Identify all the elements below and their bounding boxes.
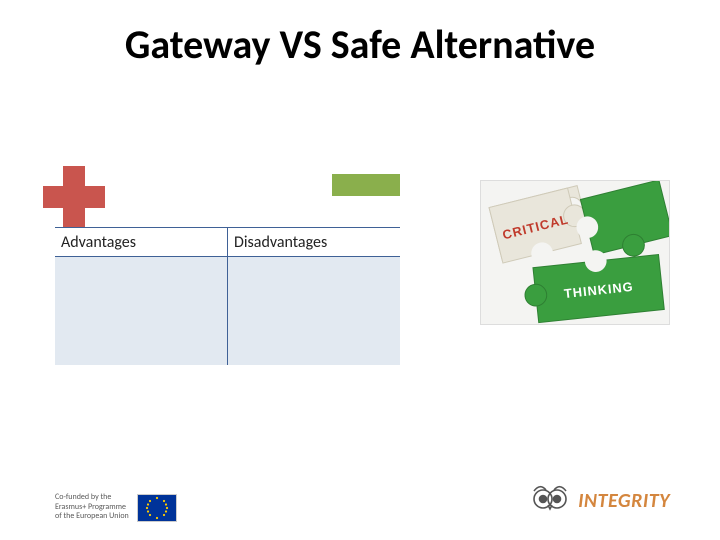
footer-eu: Co-funded by the Erasmus+ Programme of t… (55, 493, 177, 522)
slide-title: Gateway VS Safe Alternative (0, 20, 720, 69)
plus-icon (43, 166, 105, 228)
eu-cofunded-text: Co-funded by the Erasmus+ Programme of t… (55, 493, 129, 522)
brand-text: INTEGRITY (578, 489, 670, 513)
table-header-row: Advantages Disadvantages (55, 227, 400, 257)
col-disadvantages-header: Disadvantages (228, 228, 400, 256)
eu-flag-icon (137, 494, 177, 522)
slide: Gateway VS Safe Alternative Advantages D… (0, 0, 720, 540)
puzzle-graphic: CRITICAL THINKING (480, 180, 670, 325)
col-advantages-body (55, 257, 228, 365)
minus-icon (332, 174, 400, 196)
owl-icon (528, 481, 572, 520)
puzzle-svg: CRITICAL THINKING (481, 181, 669, 324)
footer-brand: INTEGRITY (528, 481, 670, 520)
col-advantages-header: Advantages (55, 228, 228, 256)
eu-line3: of the European Union (55, 512, 129, 522)
col-disadvantages-body (228, 257, 400, 365)
advantages-block: Advantages Disadvantages (55, 180, 400, 362)
table-body (55, 257, 400, 365)
